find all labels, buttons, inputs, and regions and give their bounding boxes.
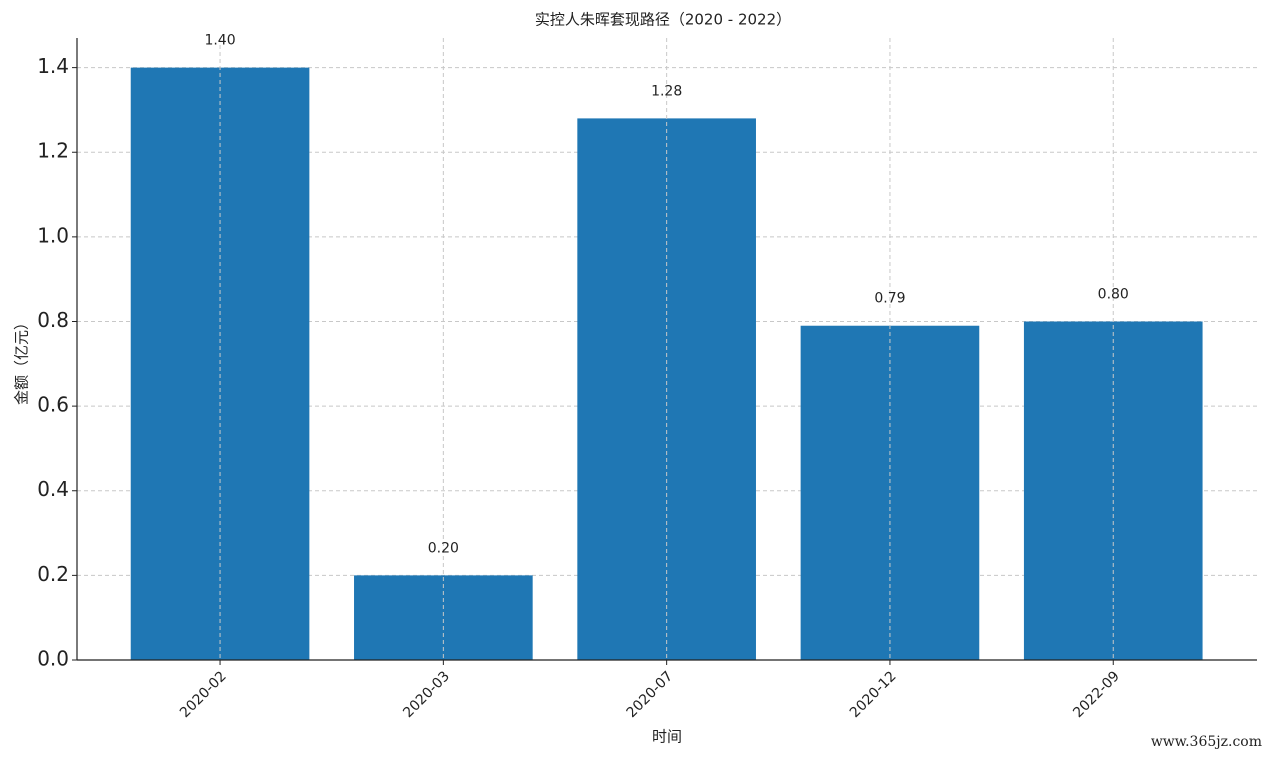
x-tick-label: 2022-09 [1070, 668, 1123, 721]
x-tick-label: 2020-02 [177, 668, 230, 721]
value-label: 1.40 [204, 33, 235, 49]
y-axis-label: 金额（亿元） [13, 315, 31, 405]
value-label: 0.79 [874, 291, 905, 307]
y-tick-label: 1.0 [37, 223, 69, 247]
bar [354, 575, 533, 660]
y-tick-label: 1.4 [37, 54, 69, 78]
x-tick-label: 2020-12 [847, 668, 900, 721]
x-tick-label: 2020-07 [624, 668, 677, 721]
y-tick-label: 0.6 [37, 393, 69, 417]
y-tick-label: 0.0 [37, 647, 69, 671]
bar [1023, 321, 1203, 660]
value-label: 1.28 [651, 83, 682, 99]
x-axis-label: 时间 [652, 728, 682, 746]
value-label: 0.80 [1098, 286, 1129, 302]
chart-title: 实控人朱晖套现路径（2020 - 2022） [535, 11, 791, 29]
x-tick-label: 2020-03 [400, 668, 453, 721]
y-tick-label: 0.4 [37, 477, 69, 501]
watermark: www.365jz.com [1151, 734, 1262, 750]
y-tick-label: 1.2 [37, 139, 69, 163]
y-tick-label: 0.8 [37, 308, 69, 332]
y-tick-label: 0.2 [37, 562, 69, 586]
value-label: 0.20 [428, 540, 459, 556]
